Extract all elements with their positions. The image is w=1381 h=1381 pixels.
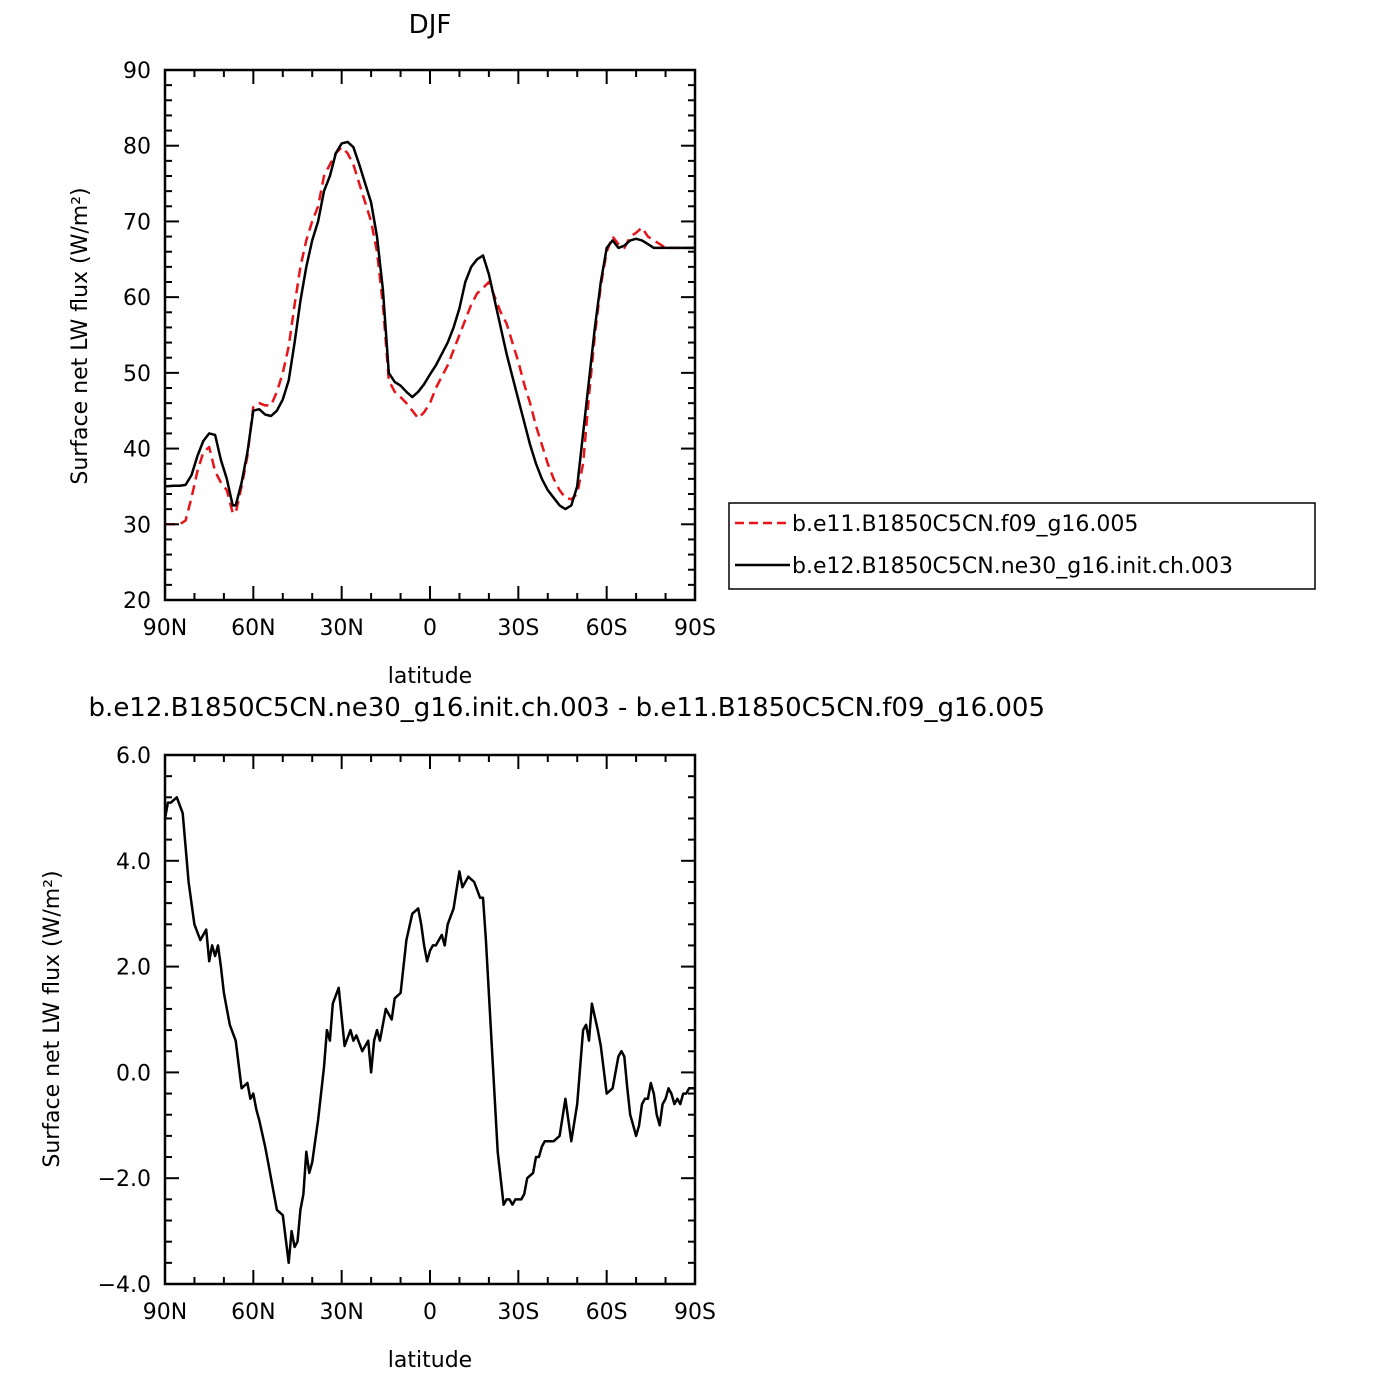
chart-1-y-tick-label: 60 [123,286,151,311]
chart-1-y-tick-label: 90 [123,59,151,84]
chart-1-x-tick-label: 60S [586,616,628,641]
chart-2-series-1-line [163,796,695,1265]
chart-1-x-tick-label: 30N [319,616,363,641]
top-plot-area: 90N 60N 30N 0 30S 60S 90S 20 30 40 50 60 70 80 90 [123,59,716,641]
legend-label-series-2: b.e12.B1850C5CN.ne30_g16.init.ch.003 [792,554,1233,579]
bottom-plot-area: 90N 60N 30N 0 30S 60S 90S −4.0 −2.0 0.0 2.0 4.0 6.0 [98,744,716,1325]
chart-2-x-tick-label: 30N [319,1300,363,1325]
top-x-axis-title: latitude [388,664,472,689]
chart-1-x-tick-label: 60N [231,616,275,641]
chart-2-plot-frame [163,753,697,1286]
chart-1-x-tick-label: 0 [423,616,437,641]
bottom-y-axis-title: Surface net LW flux (W/m²) [40,870,65,1167]
top-chart-panel: DJF 90N 60N 30N 0 30S 60S 90S2030405060708090 … [68,10,716,689]
chart-1-y-tick-label: 30 [123,513,151,538]
chart-2-x-tick-label: 60N [231,1300,275,1325]
chart-1-y-tick-label: 20 [123,589,151,614]
chart-2-x-tick-label: 0 [423,1300,437,1325]
chart-1-y-tick-label: 50 [123,362,151,387]
legend-label-series-1: b.e11.B1850C5CN.f09_g16.005 [792,512,1138,537]
legend: b.e11.B1850C5CN.f09_g16.005 b.e12.B1850C… [728,502,1316,590]
chart-1-y-tick-label: 40 [123,438,151,463]
chart-1-y-tick-label: 70 [123,210,151,235]
chart-1-series-1-line [165,145,695,526]
chart-2-y-tick-label: 6.0 [116,744,151,769]
chart-2-y-tick-label: −2.0 [98,1167,151,1192]
top-chart-title: DJF [409,10,452,40]
chart-2-y-tick-label: −4.0 [98,1273,151,1298]
chart-1-x-tick-label: 30S [497,616,539,641]
chart-2-x-tick-label: 90N [143,1300,187,1325]
chart-2-x-tick-label: 60S [586,1300,628,1325]
chart-2-y-tick-label: 4.0 [116,850,151,875]
top-y-axis-title: Surface net LW flux (W/m²) [68,187,93,484]
bottom-chart-panel: b.e12.B1850C5CN.ne30_g16.init.ch.003 - b… [40,693,1045,1373]
legend-box [728,502,1316,590]
chart-2-y-tick-label: 2.0 [116,956,151,981]
chart-1-y-tick-label: 80 [123,135,151,160]
chart-2-x-tick-label: 30S [497,1300,539,1325]
bottom-x-axis-title: latitude [388,1348,472,1373]
chart-1-plot-frame [163,68,697,602]
chart-1-x-tick-label: 90S [674,616,716,641]
chart-2-y-tick-label: 0.0 [116,1061,151,1086]
bottom-chart-title: b.e12.B1850C5CN.ne30_g16.init.ch.003 - b… [89,693,1045,723]
chart-2-x-tick-label: 90S [674,1300,716,1325]
chart-1-x-tick-label: 90N [143,616,187,641]
chart-1-series-2-line [164,140,695,511]
